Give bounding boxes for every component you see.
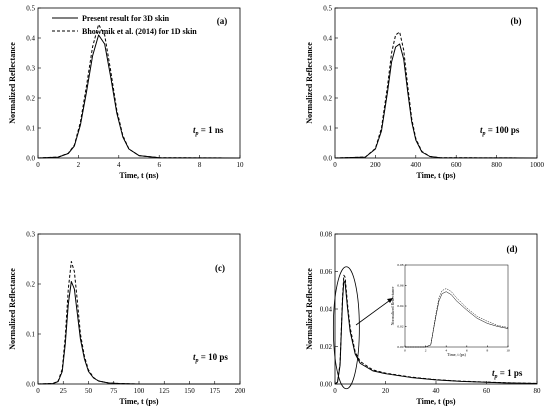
y-tick-label: 0.2 [26, 95, 35, 103]
y-tick-label: 0.3 [323, 65, 332, 73]
x-tick-label: 6 [157, 161, 161, 169]
series-dashed-d [334, 274, 538, 385]
y-tick-label: 0.0 [26, 381, 35, 389]
series-solid-b [334, 43, 538, 159]
panel-a: 0 2 4 6 8 10 0.0 0.1 0.2 0.3 0.4 0.5 Time, t (ns) Nor… [8, 5, 244, 181]
y-tick-label: 0.08 [320, 231, 333, 239]
series-dashed-c [37, 261, 240, 385]
x-tick-label: 200 [235, 387, 246, 395]
x-tick-label: 175 [210, 387, 221, 395]
y-tick-label: 0.1 [26, 331, 35, 339]
x-tick-label: 0 [36, 387, 40, 395]
x-tick-label: 100 [134, 387, 145, 395]
legend: Present result for 3D skin Bhowmik et al… [52, 14, 197, 36]
x-tick-label: 20 [382, 387, 390, 395]
x-tick-label: 2 [77, 161, 81, 169]
series-solid-a [37, 34, 241, 159]
y-tick-label: 0.5 [26, 5, 35, 13]
x-tick-label: 75 [110, 387, 118, 395]
x-axis-label-b: Time, t (ps) [416, 171, 456, 180]
x-axis-label-a: Time, t (ns) [119, 171, 159, 180]
pulse-width-annotation-d: tp = 1 ps [492, 368, 523, 380]
x-tick-label: 8 [198, 161, 202, 169]
y-axis-label-d: Normalized Reflectance [305, 268, 314, 350]
plot-frame-d-inset [404, 264, 509, 348]
x-tick-label: 40 [433, 387, 441, 395]
y-axis-label-b: Normalized Reflectance [305, 42, 314, 124]
x-tick-label: 10 [237, 161, 245, 169]
panel-tag-b: (b) [511, 16, 522, 26]
y-tick-label: 0.2 [26, 281, 35, 289]
legend-solid-label: Present result for 3D skin [82, 14, 170, 23]
x-axis-label-c: Time, t (ps) [119, 397, 159, 406]
y-tick-label: 0.00 [320, 381, 333, 389]
x-tick-label: 10 [506, 349, 510, 353]
panel-d-inset: 0 2 4 6 8 10 0.00 0.02 0.04 0.06 0.08 Time, t (ps) N… [390, 263, 510, 358]
x-tick-label: 0 [36, 161, 40, 169]
y-tick-label: 0.5 [323, 5, 332, 13]
y-axis-label-c: Normalized Reflectance [8, 268, 17, 350]
y-tick-label: 0.06 [397, 284, 403, 288]
x-tick-label: 6 [466, 349, 468, 353]
panel-tag-a: (a) [217, 16, 228, 26]
inset-x-axis-label: Time, t (ps) [447, 352, 466, 358]
zoom-arrow-head [387, 298, 393, 303]
series-solid-c [37, 281, 240, 385]
x-axis-label-d: Time, t (ps) [416, 397, 456, 406]
panel-b: 0 200 400 600 800 1000 0.0 0.1 0.2 0.3 0.4 0.5 Time,… [305, 5, 545, 181]
y-tick-label: 0.2 [323, 95, 332, 103]
x-tick-label: 0 [333, 387, 337, 395]
legend-dashed-label: Bhowmik et al. (2014) for 1D skin [82, 27, 197, 36]
zoom-arrow-line [355, 297, 394, 326]
x-tick-label: 4 [445, 349, 447, 353]
y-tick-label: 0.0 [26, 155, 35, 163]
pulse-width-annotation-c: tp = 10 ps [193, 352, 228, 364]
zoom-region-ellipse [332, 266, 360, 390]
x-tick-label: 800 [491, 161, 502, 169]
y-tick-label: 0.04 [397, 304, 403, 308]
y-tick-label: 0.08 [397, 263, 403, 267]
y-axis-label-a: Normalized Reflectance [8, 42, 17, 124]
y-tick-label: 0.06 [320, 268, 333, 276]
x-tick-label: 50 [85, 387, 93, 395]
y-tick-label: 0.1 [323, 125, 332, 133]
x-tick-label: 4 [117, 161, 121, 169]
x-tick-label: 1000 [530, 161, 545, 169]
y-tick-label: 0.00 [397, 345, 403, 349]
y-tick-label: 0.3 [26, 65, 35, 73]
pulse-width-annotation-a: tp = 1 ns [193, 125, 224, 137]
x-tick-label: 60 [483, 387, 491, 395]
plot-frame-a [37, 7, 241, 159]
inset-y-axis-label: Normalized Reflectance [390, 286, 395, 325]
y-tick-label: 0.4 [323, 35, 332, 43]
y-tick-label: 0.1 [26, 125, 35, 133]
y-tick-label: 0.0 [323, 155, 332, 163]
inset-series-dashed-d-inset [405, 288, 509, 348]
series-dashed-b [334, 31, 538, 159]
x-tick-label: 0 [404, 349, 406, 353]
pulse-width-annotation-b: tp = 100 ps [480, 125, 520, 137]
x-tick-label: 25 [60, 387, 68, 395]
plot-frame-b [334, 7, 538, 159]
x-tick-label: 200 [370, 161, 381, 169]
x-tick-label: 80 [534, 387, 542, 395]
y-tick-label: 0.3 [26, 231, 35, 239]
x-tick-label: 8 [487, 349, 489, 353]
series-dashed-a [37, 24, 241, 159]
x-tick-label: 400 [411, 161, 422, 169]
panel-c: 0 25 50 75 100 125 150 175 200 0.0 0.1 0.2 0.3 Time, … [8, 231, 246, 407]
panel-tag-c: (c) [215, 263, 225, 273]
y-tick-label: 0.04 [320, 306, 333, 314]
x-tick-label: 125 [159, 387, 170, 395]
x-tick-label: 2 [425, 349, 427, 353]
y-tick-label: 0.02 [320, 343, 333, 351]
x-tick-label: 600 [451, 161, 462, 169]
y-tick-label: 0.4 [26, 35, 35, 43]
panel-tag-d: (d) [507, 244, 518, 254]
x-tick-label: 150 [184, 387, 195, 395]
x-tick-label: 0 [333, 161, 337, 169]
y-tick-label: 0.02 [397, 325, 403, 329]
